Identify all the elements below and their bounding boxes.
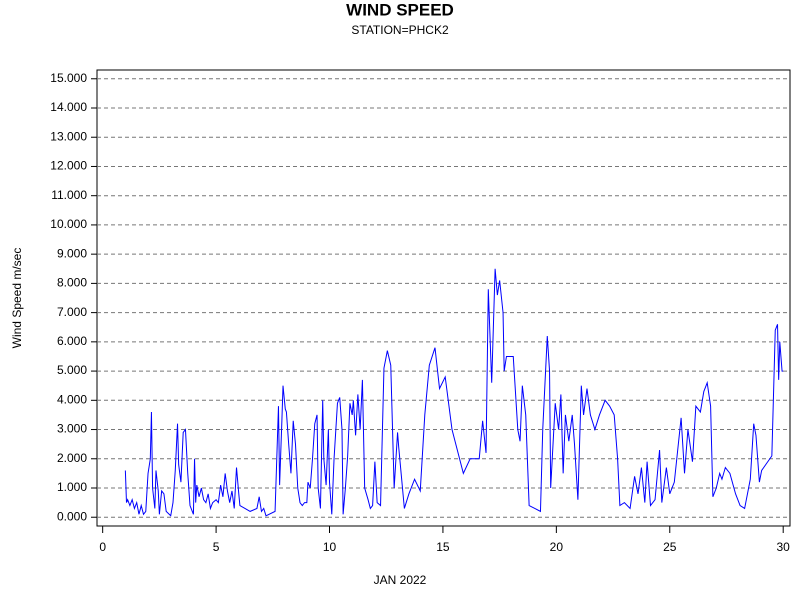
chart-subtitle: STATION=PHCK2 xyxy=(351,23,449,37)
x-tick-label: 15 xyxy=(436,540,450,554)
y-tick-label: 13.000 xyxy=(50,129,87,143)
plot-frame xyxy=(96,69,791,527)
y-tick-label: 4.000 xyxy=(57,392,87,406)
y-tick-label: 12.000 xyxy=(50,159,87,173)
x-axis-label: JAN 2022 xyxy=(374,573,427,587)
y-tick-label: 11.000 xyxy=(51,188,87,202)
chart-title: WIND SPEED xyxy=(346,0,454,19)
y-axis-label: Wind Speed m/sec xyxy=(10,248,24,349)
y-tick-label: 8.000 xyxy=(57,276,87,290)
y-tick-label: 9.000 xyxy=(57,246,87,260)
y-tick-label: 15.000 xyxy=(50,71,87,85)
y-tick-label: 6.000 xyxy=(57,334,87,348)
y-tick-label: 7.000 xyxy=(57,305,87,319)
x-tick-label: 25 xyxy=(663,540,677,554)
x-tick-label: 0 xyxy=(99,540,106,554)
x-tick-label: 5 xyxy=(213,540,220,554)
data-line xyxy=(124,268,784,517)
y-tick-label: 10.000 xyxy=(50,217,87,231)
y-tick-label: 2.000 xyxy=(57,451,87,465)
x-tick-label: 20 xyxy=(550,540,564,554)
x-tick-label: 10 xyxy=(323,540,337,554)
y-tick-label: 1.000 xyxy=(57,480,87,494)
y-tick-label: 5.000 xyxy=(57,363,87,377)
y-tick-label: 14.000 xyxy=(50,100,87,114)
y-tick-label: 3.000 xyxy=(57,422,87,436)
y-tick-label: 0.000 xyxy=(57,509,87,523)
x-tick-label: 30 xyxy=(777,540,791,554)
